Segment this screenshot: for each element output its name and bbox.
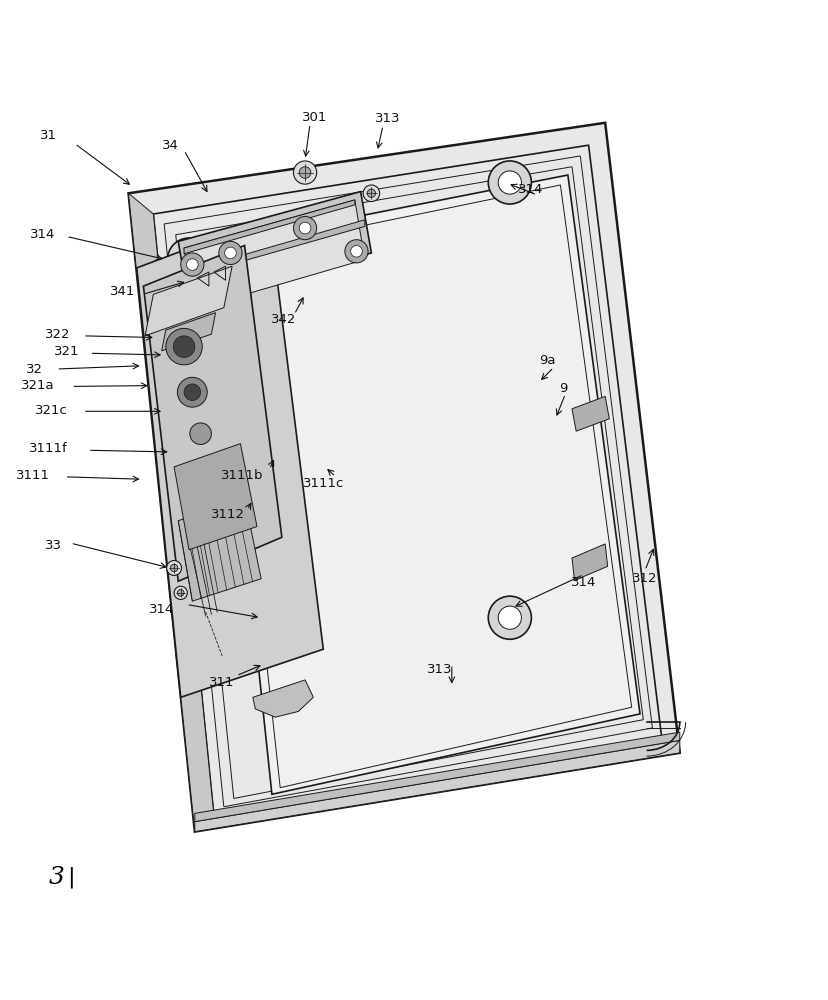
Polygon shape (178, 498, 261, 601)
Text: 314: 314 (570, 576, 595, 589)
Circle shape (174, 586, 187, 599)
Text: 3: 3 (48, 866, 65, 889)
Circle shape (488, 161, 531, 204)
Text: 3112: 3112 (210, 508, 245, 521)
Text: 314: 314 (149, 603, 174, 616)
Circle shape (488, 596, 531, 639)
Circle shape (190, 423, 211, 444)
Text: 312: 312 (632, 572, 657, 585)
Circle shape (219, 241, 242, 265)
Text: 321a: 321a (22, 379, 55, 392)
Circle shape (167, 478, 210, 522)
Text: 34: 34 (161, 139, 178, 152)
Polygon shape (174, 444, 257, 550)
Text: 9a: 9a (538, 354, 555, 367)
Polygon shape (195, 732, 679, 822)
Circle shape (177, 248, 200, 271)
Circle shape (166, 328, 202, 365)
Polygon shape (195, 740, 679, 832)
Text: 3111b: 3111b (220, 469, 263, 482)
Circle shape (184, 384, 200, 401)
Circle shape (177, 377, 207, 407)
Text: 314: 314 (31, 228, 55, 241)
Text: 301: 301 (302, 111, 327, 124)
Text: 33: 33 (46, 539, 62, 552)
Text: 313: 313 (375, 112, 400, 125)
Text: 3111c: 3111c (302, 477, 344, 490)
Circle shape (181, 253, 204, 276)
Circle shape (367, 189, 375, 197)
Polygon shape (571, 544, 607, 580)
Text: 31: 31 (40, 129, 56, 142)
Text: 321: 321 (54, 345, 79, 358)
Text: 313: 313 (426, 663, 451, 676)
Polygon shape (184, 200, 364, 309)
Text: |: | (66, 866, 75, 888)
Circle shape (177, 488, 200, 512)
Circle shape (177, 590, 184, 596)
Polygon shape (214, 175, 639, 794)
Text: 341: 341 (110, 285, 135, 298)
Text: 314: 314 (518, 183, 542, 196)
Polygon shape (184, 220, 364, 278)
Circle shape (293, 161, 316, 184)
Circle shape (272, 611, 315, 654)
Polygon shape (571, 396, 609, 431)
Circle shape (173, 336, 195, 357)
Circle shape (299, 222, 310, 234)
Text: 322: 322 (46, 328, 70, 341)
Text: 9: 9 (559, 382, 567, 395)
Polygon shape (128, 193, 214, 832)
Text: 3111: 3111 (16, 469, 51, 482)
Circle shape (299, 167, 310, 178)
Circle shape (293, 216, 316, 240)
Circle shape (498, 171, 521, 194)
Circle shape (344, 240, 368, 263)
Circle shape (171, 564, 177, 572)
Circle shape (224, 247, 236, 259)
Circle shape (350, 245, 362, 257)
Polygon shape (178, 192, 371, 303)
Circle shape (363, 185, 379, 202)
Circle shape (166, 561, 181, 575)
Polygon shape (137, 218, 323, 697)
Circle shape (498, 606, 521, 629)
Text: 32: 32 (26, 363, 43, 376)
Polygon shape (253, 680, 313, 717)
Polygon shape (161, 313, 215, 351)
Text: 321c: 321c (35, 404, 68, 417)
Polygon shape (128, 123, 679, 832)
Text: 311: 311 (209, 676, 234, 689)
Polygon shape (184, 200, 354, 254)
Text: 3111f: 3111f (29, 442, 67, 455)
Circle shape (282, 621, 306, 644)
Polygon shape (145, 266, 232, 336)
Polygon shape (143, 245, 282, 581)
Circle shape (186, 259, 198, 270)
Text: 342: 342 (271, 313, 296, 326)
Circle shape (167, 238, 210, 281)
